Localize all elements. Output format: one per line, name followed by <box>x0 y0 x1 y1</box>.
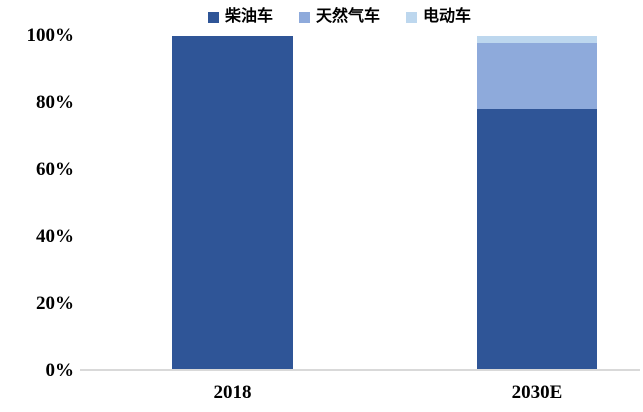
legend-item-diesel: 柴油车 <box>208 6 273 28</box>
legend-swatch-electric <box>406 11 418 23</box>
bar-segment <box>477 109 597 369</box>
legend-item-electric: 电动车 <box>406 6 471 28</box>
bar-segment <box>477 42 597 110</box>
legend-label-diesel: 柴油车 <box>225 8 274 25</box>
legend-swatch-diesel <box>208 11 219 23</box>
legend-swatch-natural-gas <box>299 11 311 23</box>
y-axis-tick-label-80: 80% <box>36 92 74 113</box>
y-axis-tick-label-40: 40% <box>36 226 74 247</box>
x-axis-label-2030e: 2030E <box>511 382 563 403</box>
y-axis-tick-label-0: 0% <box>45 360 75 381</box>
x-axis-line <box>80 369 640 371</box>
legend-item-natural-gas: 天然气车 <box>299 6 380 28</box>
bar-2030e <box>477 36 597 369</box>
legend-label-electric: 电动车 <box>423 8 472 25</box>
bar-segment <box>477 36 597 43</box>
bar-segment <box>172 36 293 369</box>
legend: 柴油车 天然气车 电动车 <box>208 6 471 28</box>
y-axis-tick-label-60: 60% <box>36 159 74 180</box>
y-axis-tick-label-100: 100% <box>26 25 75 46</box>
y-axis-tick-label-20: 20% <box>36 293 74 314</box>
x-axis-label-2018: 2018 <box>213 382 252 403</box>
bar-2018 <box>172 36 293 369</box>
legend-label-natural-gas: 天然气车 <box>316 8 381 25</box>
